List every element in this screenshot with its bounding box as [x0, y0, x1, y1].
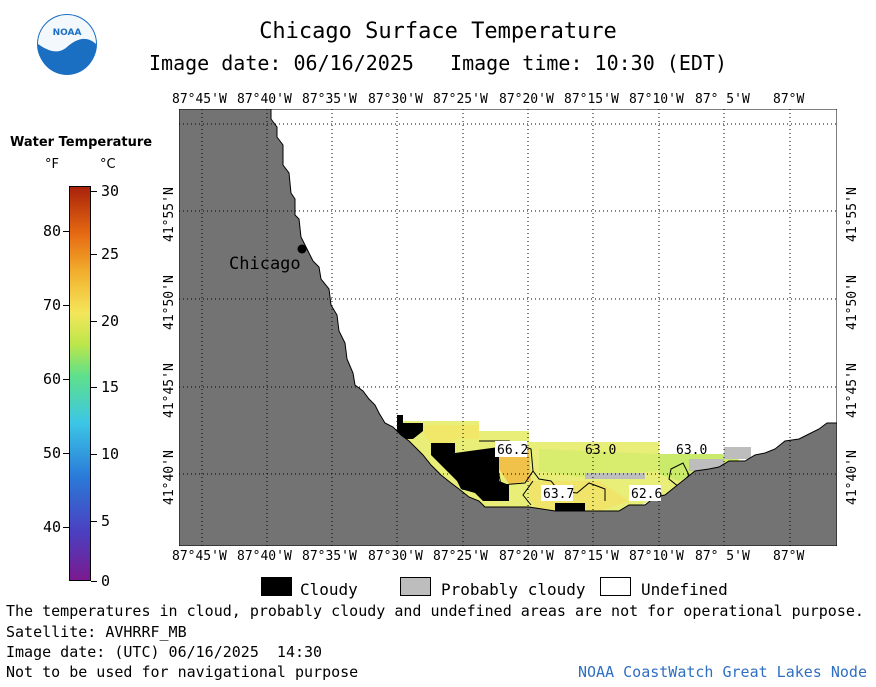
fahrenheit-tick-mark	[63, 231, 69, 232]
graticule	[179, 109, 837, 546]
celsius-tick-mark	[91, 387, 97, 388]
latitude-label-right: 41°45'N	[845, 363, 860, 418]
celsius-tick-label: 5	[101, 512, 111, 530]
city-label-chicago: Chicago	[229, 254, 301, 274]
longitude-label-bottom: 87°W	[773, 549, 805, 564]
navigation-warning: Not to be used for navigational purpose	[6, 663, 359, 681]
celsius-tick-mark	[91, 521, 97, 522]
longitude-label-bottom: 87°35'W	[302, 549, 357, 564]
fahrenheit-tick-label: 70	[42, 296, 61, 314]
latitude-label-left: 41°45'N	[162, 363, 177, 418]
latitude-label-left: 41°50'N	[162, 275, 177, 330]
credit-text: NOAA CoastWatch Great Lakes Node	[578, 663, 867, 681]
legend-title: Water Temperature	[10, 135, 153, 150]
longitude-label-top: 87°10'W	[629, 92, 684, 107]
disclaimer-text: The temperatures in cloud, probably clou…	[6, 602, 864, 620]
celsius-tick-label: 10	[101, 445, 120, 463]
celsius-tick-label: 15	[101, 378, 120, 396]
temperature-labels: 66.2 63.0 63.0 63.7 62.6	[495, 441, 707, 502]
longitude-label-top: 87°35'W	[302, 92, 357, 107]
satellite-text: Satellite: AVHRRF_MB	[6, 623, 187, 641]
fahrenheit-tick-label: 60	[42, 370, 61, 388]
utc-date-text: Image date: (UTC) 06/16/2025 14:30	[6, 643, 323, 661]
longitude-label-bottom: 87°15'W	[564, 549, 619, 564]
celsius-tick-mark	[91, 454, 97, 455]
cloudy-label: Cloudy	[300, 580, 358, 599]
undefined-swatch	[600, 577, 631, 596]
celsius-tick-label: 30	[101, 182, 120, 200]
longitude-label-bottom: 87°25'W	[433, 549, 488, 564]
fahrenheit-tick-label: 40	[42, 518, 61, 536]
latitude-label-left: 41°55'N	[162, 187, 177, 242]
longitude-label-top: 87°30'W	[368, 92, 423, 107]
longitude-label-top: 87°20'W	[499, 92, 554, 107]
longitude-label-top: 87°45'W	[172, 92, 227, 107]
latitude-label-right: 41°55'N	[845, 187, 860, 242]
temp-label: 62.6	[631, 487, 662, 502]
image-date-time: Image date: 06/16/2025 Image time: 10:30…	[149, 51, 727, 75]
svg-text:NOAA: NOAA	[53, 28, 82, 38]
cloudy-areas	[397, 415, 585, 511]
celsius-tick-mark	[91, 191, 97, 192]
celsius-tick-label: 25	[101, 245, 120, 263]
undefined-label: Undefined	[641, 580, 728, 599]
land-mass	[179, 109, 837, 546]
temp-label: 63.0	[676, 443, 707, 458]
celsius-tick-mark	[91, 581, 97, 582]
noaa-logo: NOAA	[37, 14, 97, 75]
longitude-label-bottom: 87°20'W	[499, 549, 554, 564]
probably-cloudy-label: Probably cloudy	[441, 580, 586, 599]
temp-label: 63.7	[543, 487, 574, 502]
longitude-label-top: 87°15'W	[564, 92, 619, 107]
fahrenheit-tick-mark	[63, 305, 69, 306]
cloudy-swatch	[261, 577, 292, 596]
longitude-label-top: 87°25'W	[433, 92, 488, 107]
fahrenheit-tick-label: 80	[42, 222, 61, 240]
longitude-label-top: 87°40'W	[237, 92, 292, 107]
longitude-label-bottom: 87°10'W	[629, 549, 684, 564]
longitude-label-top: 87°W	[773, 92, 805, 107]
celsius-tick-label: 20	[101, 312, 120, 330]
chicago-marker	[297, 244, 307, 254]
unit-celsius: °C	[100, 157, 116, 172]
longitude-label-top: 87° 5'W	[695, 92, 750, 107]
fahrenheit-tick-label: 50	[42, 444, 61, 462]
page-title: Chicago Surface Temperature	[259, 19, 617, 44]
fahrenheit-tick-mark	[63, 453, 69, 454]
latitude-label-right: 41°40'N	[845, 450, 860, 505]
celsius-tick-mark	[91, 321, 97, 322]
temp-label: 63.0	[585, 443, 616, 458]
celsius-tick-mark	[91, 254, 97, 255]
unit-fahrenheit: °F	[45, 157, 59, 172]
latitude-label-right: 41°50'N	[845, 275, 860, 330]
surface-temperature-map: Chicago 66.2 63.0 63.0 63.7 62.6	[179, 109, 837, 546]
longitude-label-bottom: 87° 5'W	[695, 549, 750, 564]
longitude-label-bottom: 87°30'W	[368, 549, 423, 564]
fahrenheit-tick-mark	[63, 527, 69, 528]
longitude-label-bottom: 87°40'W	[237, 549, 292, 564]
celsius-tick-label: 0	[101, 572, 111, 590]
probably-cloudy-swatch	[400, 577, 431, 596]
temperature-colorbar	[69, 186, 91, 581]
fahrenheit-tick-mark	[63, 379, 69, 380]
longitude-label-bottom: 87°45'W	[172, 549, 227, 564]
temp-label: 66.2	[497, 443, 528, 458]
latitude-label-left: 41°40'N	[162, 450, 177, 505]
